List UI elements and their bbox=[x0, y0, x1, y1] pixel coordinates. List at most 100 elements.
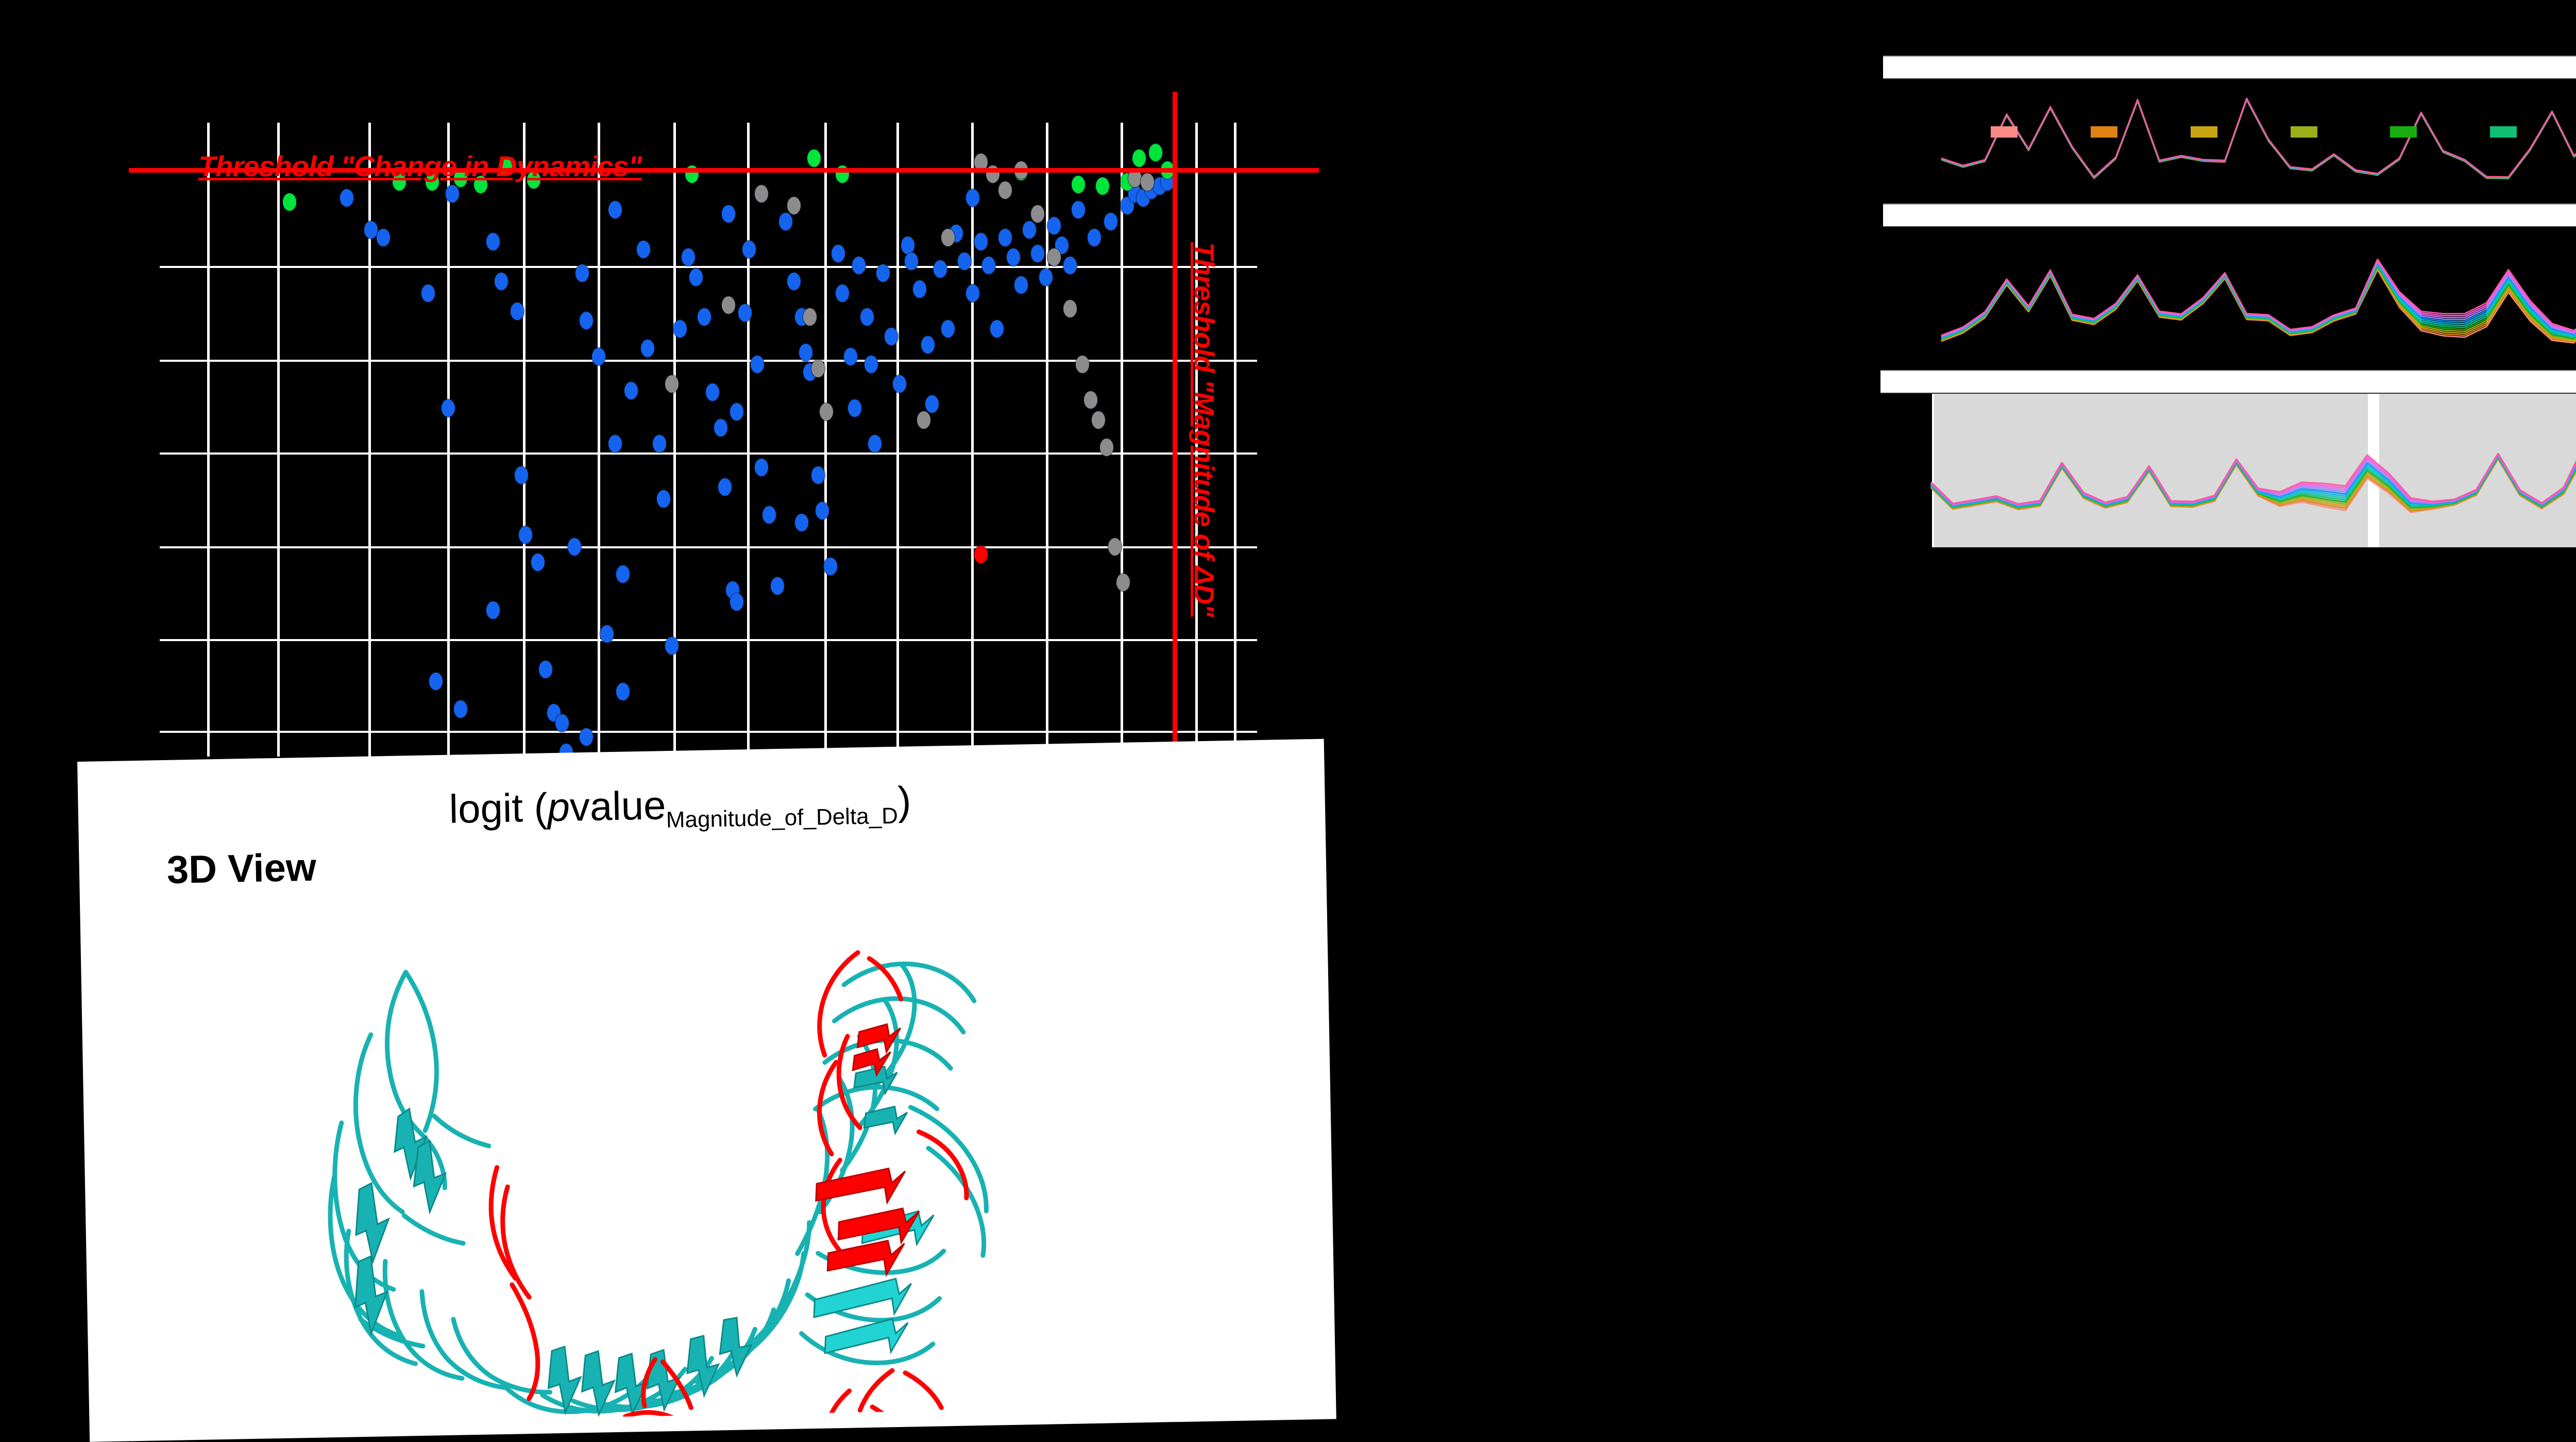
scatter-point[interactable] bbox=[1071, 175, 1085, 193]
uptake-trace[interactable] bbox=[1930, 439, 2576, 511]
scatter-point[interactable] bbox=[714, 418, 727, 437]
scatter-point[interactable] bbox=[1132, 149, 1146, 167]
scatter-point[interactable] bbox=[965, 189, 979, 207]
scatter-point[interactable] bbox=[421, 284, 435, 302]
scatter-point[interactable] bbox=[608, 434, 622, 452]
scatter-point[interactable] bbox=[474, 175, 488, 193]
scatter-point[interactable] bbox=[1006, 248, 1020, 266]
scatter-point[interactable] bbox=[730, 593, 744, 611]
scatter-point[interactable] bbox=[982, 256, 996, 274]
scatter-point[interactable] bbox=[364, 221, 378, 239]
uptake-trace[interactable] bbox=[1930, 439, 2576, 512]
scatter-point[interactable] bbox=[815, 502, 829, 520]
three-d-view-card[interactable]: logit (pvalueMagnitude_of_Delta_D) 3D Vi… bbox=[77, 739, 1336, 1442]
scatter-point[interactable] bbox=[811, 466, 825, 484]
scatter-point[interactable] bbox=[653, 434, 667, 452]
uptake-trace[interactable] bbox=[1941, 99, 2576, 195]
scatter-point[interactable] bbox=[1071, 201, 1085, 219]
scatter-point[interactable] bbox=[689, 268, 703, 286]
scatter-point[interactable] bbox=[567, 538, 581, 556]
scatter-point[interactable] bbox=[998, 181, 1012, 199]
scatter-point[interactable] bbox=[832, 244, 845, 262]
scatter-point[interactable] bbox=[998, 228, 1012, 246]
scatter-point[interactable] bbox=[921, 336, 935, 354]
scatter-point[interactable] bbox=[1047, 248, 1061, 266]
scatter-point[interactable] bbox=[1063, 300, 1077, 318]
scatter-point[interactable] bbox=[531, 554, 545, 572]
scatter-point[interactable] bbox=[1096, 177, 1110, 195]
scatter-point[interactable] bbox=[705, 383, 719, 401]
scatter-point[interactable] bbox=[657, 490, 671, 508]
scatter-point[interactable] bbox=[640, 340, 654, 358]
scatter-point[interactable] bbox=[665, 375, 679, 393]
scatter-point[interactable] bbox=[1104, 213, 1117, 231]
scatter-point[interactable] bbox=[762, 506, 776, 524]
scatter-point[interactable] bbox=[442, 399, 455, 417]
scatter-point[interactable] bbox=[580, 312, 594, 330]
scatter-point[interactable] bbox=[795, 514, 809, 532]
scatter-point[interactable] bbox=[742, 241, 756, 258]
scatter-point[interactable] bbox=[787, 272, 801, 290]
scatter-point[interactable] bbox=[1116, 573, 1130, 591]
scatter-point[interactable] bbox=[600, 625, 614, 643]
scatter-point[interactable] bbox=[868, 434, 882, 452]
scatter-point[interactable] bbox=[1031, 244, 1044, 262]
scatter-point[interactable] bbox=[1075, 355, 1089, 373]
scatter-point[interactable] bbox=[778, 213, 792, 231]
panel-uptake-difference[interactable]: Uptake Difference : Protein A - (Protein… bbox=[1880, 370, 2576, 550]
scatter-point[interactable] bbox=[681, 248, 695, 266]
scatter-point[interactable] bbox=[860, 308, 874, 326]
scatter-point[interactable] bbox=[990, 320, 1004, 338]
scatter-point[interactable] bbox=[754, 185, 768, 203]
legend-color-swatch[interactable] bbox=[2190, 126, 2217, 138]
scatter-point[interactable] bbox=[750, 355, 764, 373]
scatter-plot-area[interactable] bbox=[129, 92, 1319, 787]
scatter-canvas[interactable] bbox=[129, 92, 1319, 787]
scatter-point[interactable] bbox=[1092, 411, 1106, 429]
scatter-point[interactable] bbox=[965, 284, 979, 302]
scatter-point[interactable] bbox=[1063, 256, 1077, 274]
uptake-trace[interactable] bbox=[1941, 265, 2576, 340]
legend-color-swatch[interactable] bbox=[2390, 126, 2417, 138]
scatter-point[interactable] bbox=[1014, 276, 1028, 294]
scatter-point[interactable] bbox=[515, 466, 529, 484]
protein-structure-cartoon[interactable] bbox=[276, 886, 1161, 1423]
scatter-point[interactable] bbox=[494, 272, 508, 290]
uptake-trace[interactable] bbox=[1941, 258, 2576, 336]
scatter-point[interactable] bbox=[718, 478, 732, 496]
scatter-point[interactable] bbox=[885, 328, 898, 346]
protein-a-ligand-traces[interactable] bbox=[1937, 225, 2576, 379]
scatter-point[interactable] bbox=[892, 375, 906, 393]
scatter-point[interactable] bbox=[511, 302, 524, 320]
scatter-point[interactable] bbox=[698, 308, 711, 326]
scatter-point[interactable] bbox=[673, 320, 687, 338]
scatter-point[interactable] bbox=[974, 545, 988, 563]
scatter-point[interactable] bbox=[1047, 216, 1061, 234]
legend-color-swatch[interactable] bbox=[1991, 126, 2018, 138]
scatter-point[interactable] bbox=[486, 232, 500, 250]
scatter-point[interactable] bbox=[905, 253, 919, 271]
scatter-point[interactable] bbox=[580, 728, 594, 746]
scatter-point[interactable] bbox=[1023, 221, 1037, 239]
scatter-point[interactable] bbox=[616, 682, 630, 700]
scatter-point[interactable] bbox=[393, 173, 406, 191]
scatter-point[interactable] bbox=[913, 280, 927, 298]
scatter-point[interactable] bbox=[1088, 228, 1101, 246]
scatter-point[interactable] bbox=[1141, 173, 1154, 191]
scatter-point[interactable] bbox=[864, 355, 878, 373]
scatter-point[interactable] bbox=[624, 381, 638, 399]
scatter-point[interactable] bbox=[771, 577, 785, 595]
scatter-point[interactable] bbox=[803, 308, 817, 326]
uptake-difference-traces[interactable] bbox=[1927, 393, 2576, 550]
scatter-point[interactable] bbox=[852, 256, 866, 274]
scatter-point[interactable] bbox=[527, 171, 540, 189]
scatter-point[interactable] bbox=[844, 347, 858, 365]
scatter-point[interactable] bbox=[425, 173, 439, 191]
scatter-point[interactable] bbox=[636, 241, 650, 258]
uptake-trace[interactable] bbox=[1941, 268, 2576, 348]
scatter-point[interactable] bbox=[876, 264, 890, 282]
panel-protein-a-ligand[interactable]: Protein A + Ligand bbox=[1883, 204, 2576, 379]
scatter-point[interactable] bbox=[819, 403, 833, 421]
scatter-point[interactable] bbox=[1100, 439, 1114, 457]
scatter-point[interactable] bbox=[592, 347, 605, 365]
